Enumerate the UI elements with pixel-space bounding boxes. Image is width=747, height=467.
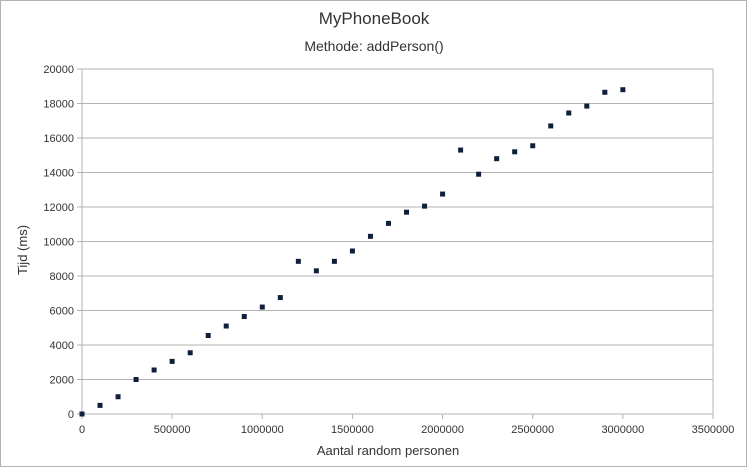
data-point [602, 89, 608, 95]
data-point [241, 314, 247, 320]
x-tick-label: 1000000 [241, 424, 284, 436]
data-point [295, 258, 301, 264]
chart-title: MyPhoneBook [319, 9, 430, 28]
data-point [187, 350, 193, 356]
y-tick-label: 14000 [43, 168, 74, 180]
x-axis-label: Aantal random personen [317, 443, 459, 458]
x-tick-labels: 0 500000 1000000 1500000 2000000 2500000 30000… [79, 424, 734, 436]
data-point [313, 268, 319, 274]
y-tick-label: 2000 [50, 375, 74, 387]
data-point [115, 394, 121, 400]
data-point [620, 87, 626, 93]
data-point [367, 233, 373, 239]
y-tick-label: 20000 [43, 64, 74, 76]
data-point [584, 103, 590, 109]
gridlines [82, 68, 713, 415]
x-tick-label: 1500000 [331, 424, 374, 436]
y-tick-labels: 0 2000 4000 6000 8000 10000 12000 14000 16000 180… [43, 64, 74, 421]
data-point [530, 143, 536, 149]
data-point [277, 295, 283, 301]
x-tick-label: 3000000 [601, 424, 644, 436]
data-point [494, 156, 500, 162]
data-point [422, 203, 428, 209]
y-tick-label: 0 [68, 409, 74, 421]
data-point [223, 323, 229, 329]
x-tick-label: 2500000 [511, 424, 554, 436]
data-points [79, 87, 626, 417]
x-tick-label: 2000000 [421, 424, 464, 436]
x-tick-label: 0 [79, 424, 85, 436]
y-tick-label: 8000 [50, 271, 74, 283]
data-point [440, 191, 446, 197]
data-point [97, 402, 103, 408]
data-point [548, 123, 554, 129]
data-point [476, 171, 482, 177]
y-tick-label: 6000 [50, 306, 74, 318]
data-point [404, 209, 410, 215]
data-point [205, 333, 211, 339]
chart-subtitle: Methode: addPerson() [304, 38, 443, 54]
data-point [133, 377, 139, 382]
axes [77, 68, 714, 419]
y-tick-label: 4000 [50, 340, 74, 352]
data-point [79, 411, 85, 417]
data-point [349, 248, 355, 254]
data-point [331, 258, 337, 264]
y-tick-label: 10000 [43, 237, 74, 249]
x-tick-label: 500000 [154, 424, 191, 436]
data-point [458, 147, 464, 153]
data-point [512, 149, 518, 155]
data-point [259, 304, 265, 310]
y-tick-label: 18000 [43, 99, 74, 111]
x-tick-label: 3500000 [692, 424, 735, 436]
data-point [385, 220, 391, 226]
y-axis-label: Tijd (ms) [15, 225, 30, 275]
data-point [151, 367, 157, 373]
data-point [566, 110, 572, 116]
y-tick-label: 16000 [43, 133, 74, 145]
data-point [169, 358, 175, 364]
y-tick-label: 12000 [43, 202, 74, 214]
